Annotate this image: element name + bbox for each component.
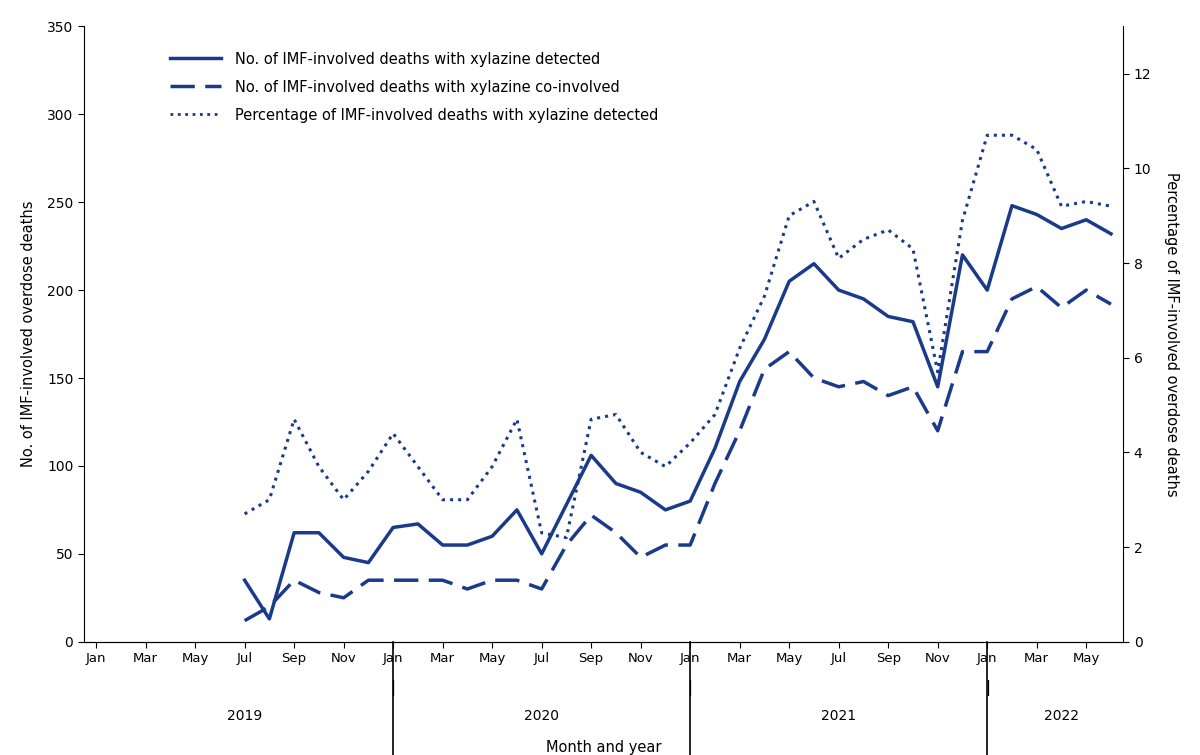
Text: |: | [688, 680, 692, 696]
Text: 2022: 2022 [1044, 710, 1079, 723]
Text: 2020: 2020 [524, 710, 559, 723]
Y-axis label: No. of IMF-involved overdose deaths: No. of IMF-involved overdose deaths [20, 201, 36, 467]
X-axis label: Month and year: Month and year [546, 740, 661, 755]
Text: 2021: 2021 [821, 710, 857, 723]
Text: 2019: 2019 [227, 710, 263, 723]
Text: |: | [390, 680, 396, 696]
Legend: No. of IMF-involved deaths with xylazine detected, No. of IMF-involved deaths wi: No. of IMF-involved deaths with xylazine… [164, 46, 665, 129]
Y-axis label: Percentage of IMF-involved overdose deaths: Percentage of IMF-involved overdose deat… [1164, 171, 1180, 496]
Text: |: | [985, 680, 990, 696]
